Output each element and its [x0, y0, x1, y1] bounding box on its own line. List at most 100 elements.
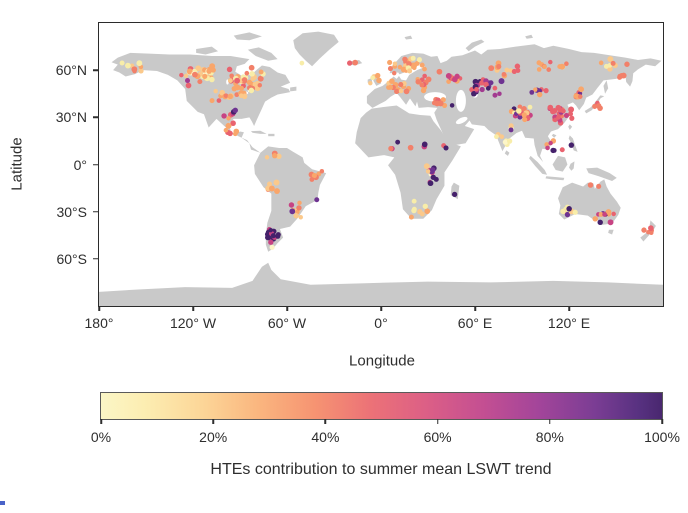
- lake-dot: [268, 227, 273, 233]
- lake-dot: [227, 93, 233, 100]
- lake-dot: [391, 70, 397, 76]
- colorbar: 0% 20% 40% 60% 80% 100%: [91, 392, 680, 445]
- lake-dot: [563, 112, 570, 119]
- colorbar-tickmark: [100, 419, 102, 424]
- lake-dot: [492, 85, 498, 91]
- colorbar-tick-label: 60%: [423, 429, 452, 445]
- lake-dot: [298, 215, 303, 220]
- lake-dot: [420, 87, 427, 94]
- lake-dot: [560, 208, 566, 215]
- lake-dot: [179, 72, 184, 78]
- lake-dot: [206, 68, 212, 74]
- lake-dot: [506, 138, 513, 144]
- x-tick-label: 120° W: [169, 315, 217, 331]
- lake-dot: [569, 115, 575, 121]
- lake-dot: [559, 63, 566, 70]
- x-tickmark: [380, 306, 382, 311]
- lake-dot: [400, 66, 407, 73]
- lake-dot: [131, 66, 138, 73]
- lake-dot: [433, 176, 439, 182]
- lake-dot: [398, 82, 404, 88]
- lake-dot: [611, 211, 616, 217]
- lake-dot: [488, 80, 494, 86]
- lake-dot: [566, 206, 572, 212]
- lake-dot: [411, 198, 417, 204]
- lake-dot: [387, 84, 394, 90]
- lake-dot: [406, 61, 412, 67]
- lake-dot: [269, 244, 275, 250]
- lake-dot: [536, 60, 542, 66]
- y-tick-label: 30°N: [55, 109, 87, 126]
- lake-dot: [410, 55, 416, 61]
- x-axis-title: Longitude: [349, 352, 415, 370]
- lake-dot: [485, 86, 491, 91]
- lake-dot: [517, 104, 523, 110]
- lake-dot: [564, 61, 569, 67]
- lake-dot: [297, 200, 302, 206]
- lake-dot: [397, 64, 403, 70]
- lake-dot: [395, 139, 401, 145]
- lake-dot: [408, 214, 414, 220]
- lake-dot: [186, 68, 193, 75]
- lake-dot: [587, 182, 594, 188]
- lake-dot: [119, 60, 125, 66]
- lake-dot: [244, 70, 250, 76]
- lake-dot: [499, 134, 505, 140]
- lake-dot: [449, 103, 455, 108]
- colorbar-tick-label: 40%: [311, 429, 340, 445]
- lake-dot: [511, 68, 517, 74]
- lake-dot: [559, 147, 565, 153]
- lake-dot: [422, 73, 427, 79]
- lake-dot: [387, 59, 393, 66]
- lake-dot: [542, 64, 547, 70]
- colorbar-tickmark: [661, 419, 663, 424]
- y-tickmark: [93, 116, 99, 119]
- lake-dot: [387, 65, 394, 72]
- lake-dot: [502, 139, 509, 145]
- lake-dot: [592, 216, 598, 222]
- lake-dot: [422, 203, 428, 209]
- lake-dot: [568, 142, 575, 148]
- lake-dot: [545, 145, 550, 151]
- y-tick-label: 60°S: [56, 250, 87, 267]
- lake-dot: [595, 103, 602, 109]
- y-tick-label: 30°S: [56, 203, 87, 220]
- lake-dot: [522, 117, 528, 123]
- lake-dot: [268, 239, 274, 245]
- lake-dot: [498, 78, 505, 85]
- lake-dot: [314, 197, 320, 203]
- lake-dot: [514, 63, 521, 70]
- colorbar-title: HTEs contribution to summer mean LSWT tr…: [210, 461, 552, 478]
- lake-dot: [452, 76, 458, 83]
- lake-dot: [273, 179, 280, 186]
- lake-dot: [368, 80, 373, 86]
- lake-dot: [572, 209, 578, 215]
- lake-dot: [548, 59, 553, 65]
- lake-dot: [319, 168, 325, 174]
- lake-dot: [288, 202, 295, 208]
- lake-dot: [546, 67, 552, 72]
- lake-dot: [183, 73, 189, 78]
- lake-dot: [624, 61, 630, 67]
- lake-dot: [257, 82, 263, 88]
- lake-dot: [257, 75, 264, 82]
- lake-dot: [496, 63, 502, 70]
- lake-dot: [289, 208, 296, 215]
- map-plot: 60°N 30°N 0° 30°S 60°S 180° 120° W 60° W 0° 60° …: [56, 22, 664, 331]
- lake-dot: [596, 183, 602, 189]
- lake-dot: [527, 104, 533, 110]
- lake-dot: [274, 188, 280, 194]
- colorbar-tickmark: [549, 419, 551, 424]
- lake-dot: [221, 113, 227, 119]
- lake-dot: [419, 62, 425, 68]
- lake-dot: [403, 88, 410, 95]
- lake-dot: [425, 169, 431, 174]
- lake-dot: [195, 65, 202, 72]
- lake-dot: [394, 88, 400, 94]
- lake-dot: [370, 75, 375, 81]
- lake-dot: [230, 120, 236, 127]
- y-tickmark: [93, 258, 99, 260]
- lake-dot: [225, 122, 232, 129]
- lake-dot: [436, 68, 443, 75]
